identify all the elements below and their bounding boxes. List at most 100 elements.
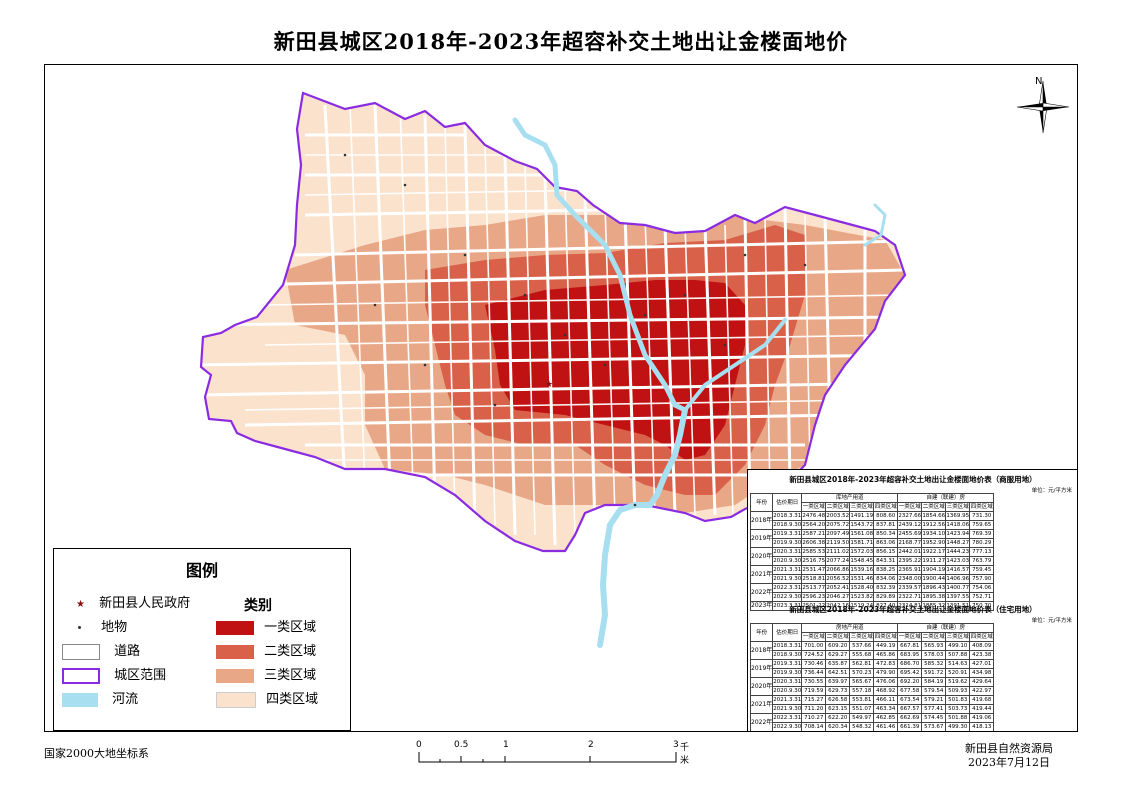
cell-price: 565.93 bbox=[921, 641, 947, 651]
cell-price: 2606.38 bbox=[801, 538, 827, 548]
cell-price: 808.60 bbox=[873, 511, 899, 521]
cell-year: 2022年 bbox=[749, 713, 774, 731]
cell-price: 620.34 bbox=[825, 722, 851, 731]
cell-date: 2023.3.31 bbox=[773, 732, 802, 733]
table-row: 2022.9.30 2596.23 2046.27 1523.82 829.89 2322… bbox=[751, 592, 995, 602]
cell-price: 519.62 bbox=[945, 677, 971, 687]
cell-price: 757.90 bbox=[969, 574, 995, 584]
cell-date: 2021.9.30 bbox=[772, 704, 803, 714]
cell-price: 2075.72 bbox=[825, 520, 851, 530]
header-zone: 二类区域 bbox=[921, 502, 947, 512]
scale-bar: 0 0.5 1 2 3 千米 bbox=[416, 740, 690, 766]
cell-price: 2327.66 bbox=[897, 511, 923, 521]
cell-price: 1528.40 bbox=[849, 583, 875, 593]
cell-price: 2476.48 bbox=[801, 511, 827, 521]
cell-price: 2339.57 bbox=[897, 583, 923, 593]
coordinate-system: 国家2000大地坐标系 bbox=[44, 747, 149, 760]
boundary-box bbox=[62, 667, 100, 684]
dot-icon bbox=[78, 626, 81, 629]
cell-price: 829.89 bbox=[873, 592, 899, 602]
cell-price: 2516.75 bbox=[801, 556, 827, 566]
cell-price: 708.14 bbox=[801, 722, 827, 731]
cell-price: 832.39 bbox=[873, 583, 899, 593]
cell-price: 777.13 bbox=[969, 547, 995, 557]
cell-price: 2585.53 bbox=[801, 547, 827, 557]
cell-price: 562.81 bbox=[849, 659, 875, 669]
cell-price: 838.25 bbox=[873, 565, 899, 575]
cell-price: 1952.90 bbox=[921, 538, 947, 548]
header-group-2: 自建（联建）房 bbox=[897, 623, 995, 633]
table-row: 2022年 2022.3.31 2513.77 2052.41 1528.40 832.3… bbox=[749, 583, 995, 602]
cell-price: 2395.22 bbox=[897, 556, 923, 566]
river-box bbox=[62, 692, 98, 707]
cell-price: 2439.12 bbox=[897, 520, 923, 530]
cell-price: 667.81 bbox=[897, 641, 923, 651]
cell-price: 460.07 bbox=[874, 732, 898, 733]
table-row: 2018年 2018.3.31 2476.48 2003.52 1491.19 808.6… bbox=[749, 511, 995, 530]
header-zone: 三类区域 bbox=[849, 632, 875, 642]
cell-price: 2003.52 bbox=[825, 511, 851, 521]
cell-price: 514.63 bbox=[945, 659, 971, 669]
table-row: 2022.9.30 708.14 620.34 548.32 461.46 661.39 5… bbox=[751, 722, 995, 731]
publisher: 新田县自然资源局 2023年7月12日 bbox=[965, 742, 1053, 770]
cell-price: 736.44 bbox=[801, 668, 827, 678]
cell-price: 574.45 bbox=[921, 713, 947, 723]
table-caption: 新田县城区2018年-2023年超容补交土地出让金楼面地价表（商服用地） bbox=[789, 475, 1037, 484]
header-zone: 四类区域 bbox=[969, 632, 995, 642]
cell-price: 618.48 bbox=[826, 732, 850, 733]
cell-price: 2168.77 bbox=[897, 538, 923, 548]
cell-price: 2046.27 bbox=[825, 592, 851, 602]
cell-year: 2018年 bbox=[749, 511, 774, 530]
cell-price: 499.30 bbox=[945, 722, 971, 731]
price-tables: 新田县城区2018年-2023年超容补交土地出让金楼面地价表（商服用地） 单位：元… bbox=[747, 469, 1077, 733]
cell-date: 2020.9.30 bbox=[772, 686, 803, 696]
header-zone: 一类区域 bbox=[801, 632, 827, 642]
cell-price: 715.27 bbox=[801, 695, 827, 705]
legend-item-river: 河流 bbox=[62, 691, 138, 709]
cell-price: 1911.27 bbox=[921, 556, 947, 566]
cell-price: 2056.52 bbox=[825, 574, 851, 584]
table-row: 2021年 2021.3.31 2531.47 2066.86 1539.16 838.2… bbox=[749, 565, 995, 584]
table-row: 2021年 2021.3.31 715.27 626.58 553.81 466.11 67… bbox=[749, 695, 995, 714]
cell-price: 418.13 bbox=[969, 722, 995, 731]
cell-price: 759.65 bbox=[969, 520, 995, 530]
cell-price: 642.51 bbox=[825, 668, 851, 678]
cell-year: 2022年 bbox=[749, 583, 774, 602]
table-row: 2019年 2019.3.31 730.46 635.87 562.81 472.83 68… bbox=[749, 659, 995, 678]
publish-date: 2023年7月12日 bbox=[968, 756, 1050, 769]
cell-price: 2322.71 bbox=[897, 592, 923, 602]
header-date: 估价期日 bbox=[772, 623, 803, 642]
cell-price: 1523.82 bbox=[849, 592, 875, 602]
cell-year: 2019年 bbox=[749, 529, 774, 548]
cell-price: 573.67 bbox=[921, 722, 947, 731]
cell-price: 465.86 bbox=[873, 650, 899, 660]
cell-price: 472.83 bbox=[873, 659, 899, 669]
table-row: 2023年2023.3.31706.73618.48546.67460.0765… bbox=[751, 732, 994, 733]
cell-date: 2022.9.30 bbox=[772, 722, 803, 731]
cell-price: 2348.00 bbox=[897, 574, 923, 584]
cell-price: 1548.45 bbox=[849, 556, 875, 566]
cell-price: 2365.91 bbox=[897, 565, 923, 575]
government-star-icon: ★ bbox=[545, 380, 553, 390]
price-table: 年份 估价期日 房地产用道 自建（联建）房 一类区域 二类区域 三类区域 四类区域 一类区域 二类… bbox=[749, 623, 995, 733]
cell-price: 2066.86 bbox=[825, 565, 851, 575]
cell-price: 1900.44 bbox=[921, 574, 947, 584]
cell-price: 1444.23 bbox=[945, 547, 971, 557]
legend: 图例 类别 ★ 新田县人民政府 地物 道路 城区范围 河流 一类区域 二类区域 bbox=[53, 548, 351, 731]
header-year: 年份 bbox=[749, 623, 774, 642]
cell-year: 2018年 bbox=[749, 641, 774, 660]
cell-price: 537.66 bbox=[849, 641, 875, 651]
cell-price: 837.81 bbox=[873, 520, 899, 530]
cell-price: 2119.50 bbox=[825, 538, 851, 548]
cell-price: 1912.56 bbox=[921, 520, 947, 530]
cell-price: 579.21 bbox=[921, 695, 947, 705]
table-row: 2020.9.30 2516.75 2077.24 1548.45 843.31 2395… bbox=[751, 556, 995, 566]
cell-price: 1448.27 bbox=[945, 538, 971, 548]
cell-price: 750.70 bbox=[969, 601, 995, 611]
legend-item-boundary: 城区范围 bbox=[62, 667, 166, 685]
header-zone: 四类区域 bbox=[873, 502, 899, 512]
cell-price: 497.58 bbox=[946, 732, 970, 733]
header-zone: 四类区域 bbox=[969, 502, 995, 512]
cell-price: 677.58 bbox=[897, 686, 923, 696]
cell-price: 2564.20 bbox=[801, 520, 827, 530]
